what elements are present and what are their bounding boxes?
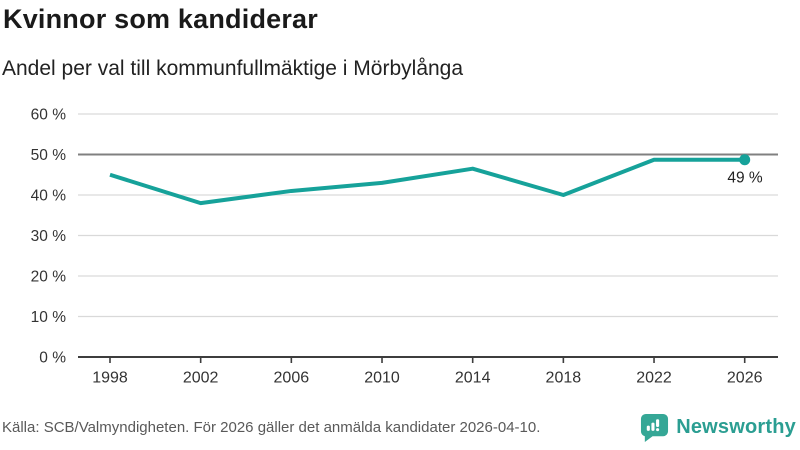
- x-tick-label: 2002: [183, 370, 219, 387]
- page-title: Kvinnor som kandiderar: [3, 4, 318, 34]
- x-tick-label: 1998: [92, 370, 128, 387]
- x-tick-label: 2014: [455, 370, 491, 387]
- y-tick-label: 0 %: [39, 350, 66, 367]
- source-note: Källa: SCB/Valmyndigheten. För 2026 gäll…: [2, 418, 541, 436]
- y-tick-label: 40 %: [31, 188, 67, 205]
- last-value-label: 49 %: [727, 169, 763, 186]
- y-tick-label: 10 %: [31, 309, 67, 326]
- data-line: [109, 157, 745, 206]
- y-tick-label: 30 %: [31, 228, 67, 245]
- x-tick-label: 2022: [636, 370, 672, 387]
- y-tick-label: 60 %: [31, 107, 67, 124]
- chart-subtitle: Andel per val till kommunfullmäktige i M…: [2, 57, 464, 80]
- y-tick-label: 50 %: [31, 147, 67, 164]
- x-tick-label: 2026: [727, 370, 763, 387]
- footer: Källa: SCB/Valmyndigheten. För 2026 gäll…: [0, 410, 800, 450]
- newsworthy-logo-icon: [641, 413, 669, 442]
- y-tick-label: 20 %: [31, 269, 67, 286]
- x-tick-label: 2018: [546, 370, 582, 387]
- x-tick-label: 2006: [274, 370, 310, 387]
- newsworthy-brand[interactable]: Newsworthy: [640, 413, 796, 444]
- line-chart: 0 % 10 % 20 % 30 % 40 % 50 % 60 % 1998 2002 2006 2…: [31, 107, 778, 387]
- x-tick-label: 2010: [364, 370, 400, 387]
- chart-area: 0 % 10 % 20 % 30 % 40 % 50 % 60 % 1998 2002 2006 2…: [0, 95, 800, 405]
- brand-name: Newsworthy: [676, 415, 796, 438]
- data-point-marker: [739, 154, 751, 166]
